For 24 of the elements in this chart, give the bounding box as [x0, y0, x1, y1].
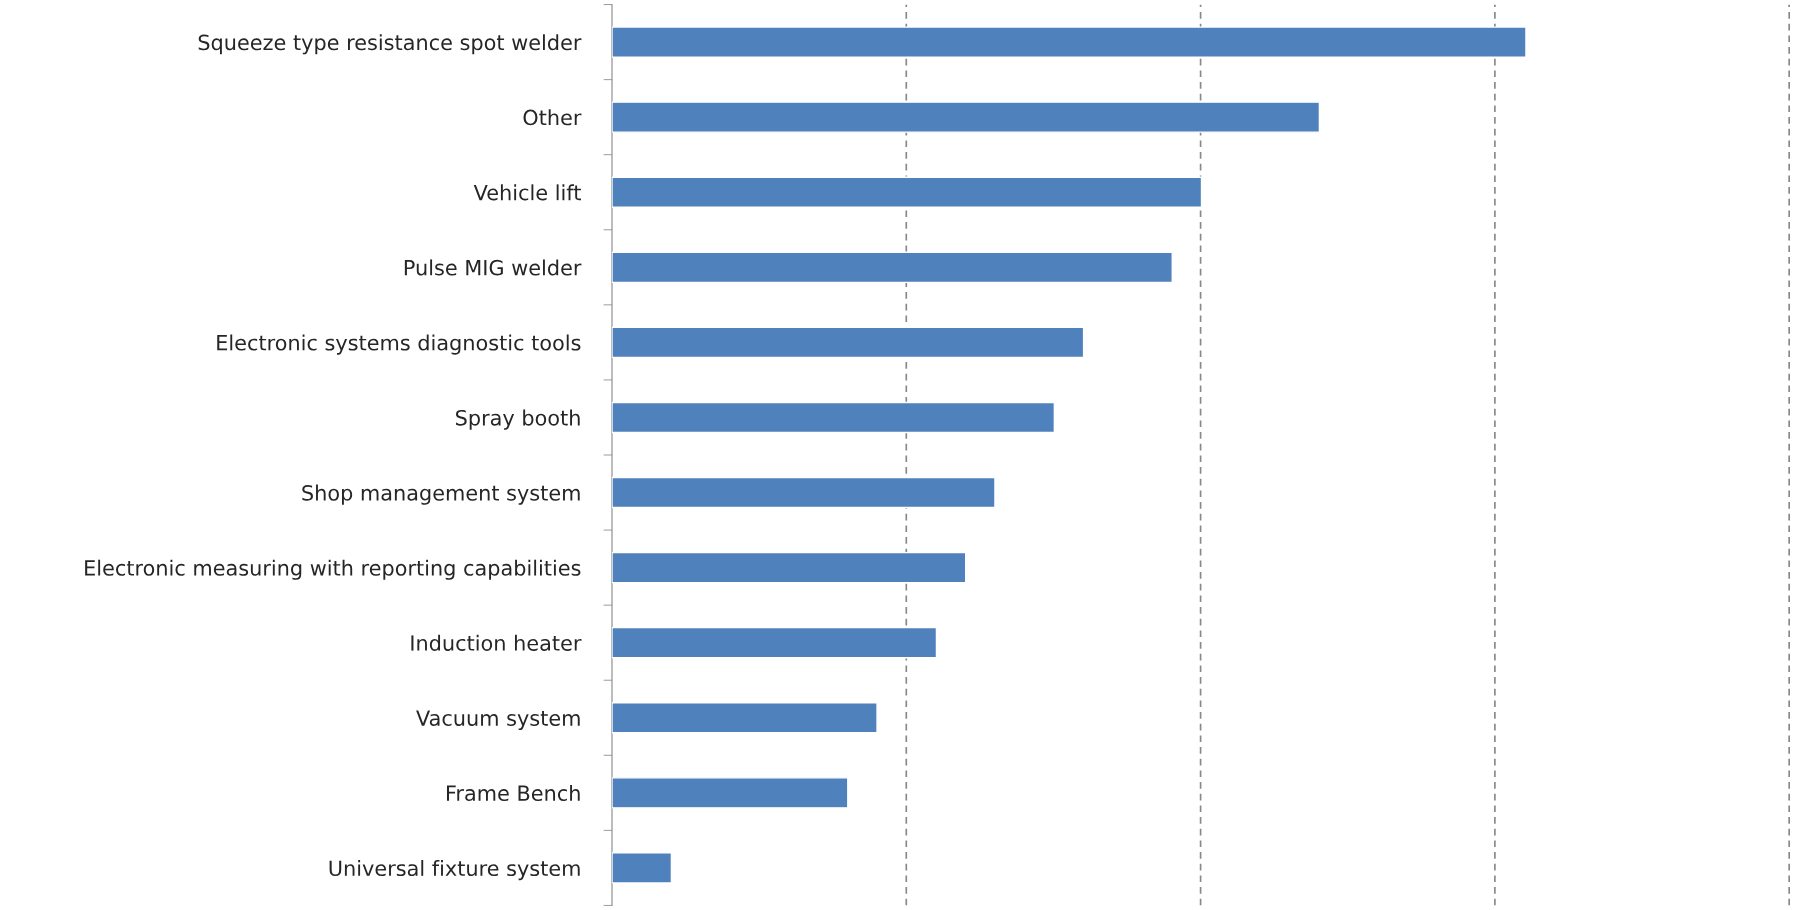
y-tick-label: Pulse MIG welder — [404, 259, 582, 276]
y-tick-label: Electronic systems diagnostic tools — [217, 334, 581, 355]
bar — [612, 852, 673, 884]
y-tick-label: Universal fixture system — [329, 860, 580, 881]
bar — [612, 476, 996, 509]
bar — [612, 551, 967, 584]
bar — [612, 777, 849, 809]
bar — [612, 326, 1085, 359]
bar — [612, 176, 1203, 208]
bar — [612, 101, 1321, 133]
y-tick-label: Squeeze type resistance spot welder — [198, 34, 582, 55]
y-tick-label: Vehicle lift — [473, 184, 581, 201]
y-tick-label: Vacuum system — [416, 710, 580, 731]
y-tick-label: Other — [523, 109, 582, 126]
bar — [612, 702, 878, 734]
bar — [612, 26, 1527, 58]
y-tick-label: Induction heater — [411, 634, 582, 651]
y-tick-label: Shop management system — [302, 484, 580, 505]
bar — [612, 626, 938, 659]
y-tick-label: Frame Bench — [446, 784, 580, 802]
bar — [612, 251, 1173, 284]
bar — [612, 401, 1056, 434]
y-tick-label: Spray booth — [455, 409, 580, 430]
y-tick-label: Electronic measuring with reporting capabilities — [85, 559, 581, 580]
